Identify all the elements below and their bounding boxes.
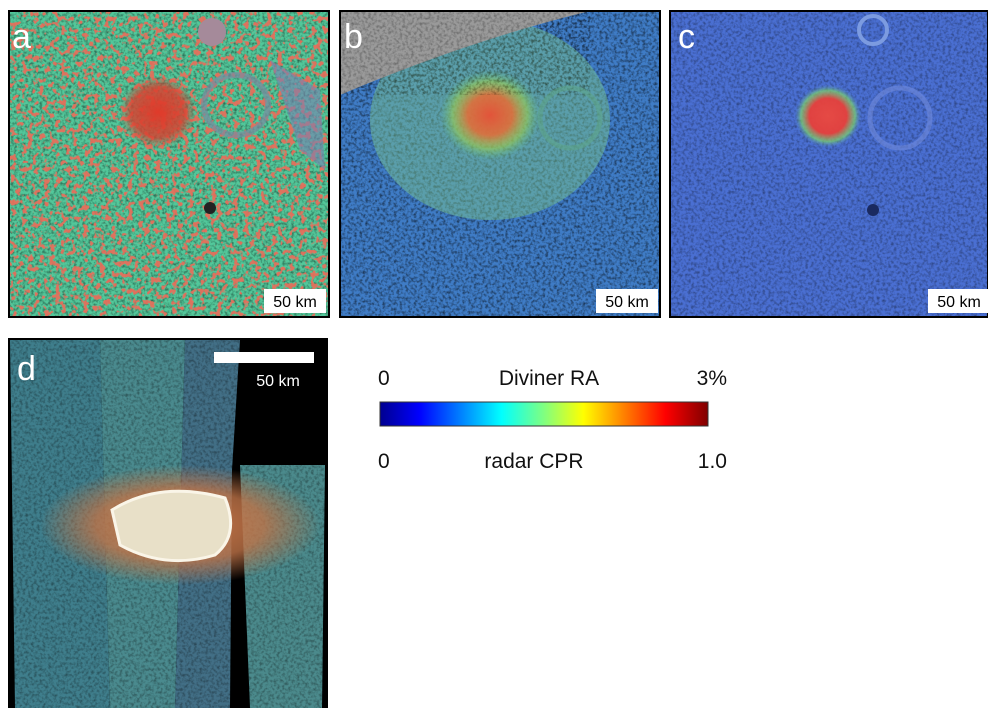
scale-label: 50 km — [273, 294, 317, 311]
scale-label: 50 km — [605, 294, 649, 311]
panel-label: a — [12, 18, 31, 56]
colorbar-max: 1.0 — [698, 450, 727, 473]
panel-label: c — [678, 18, 695, 56]
scale-label: 50 km — [937, 294, 981, 311]
colorbar-min: 0 — [378, 367, 390, 390]
colorbar-title: radar CPR — [484, 450, 583, 473]
panel-label: b — [344, 18, 363, 56]
colorbar-title: Diviner RA — [499, 367, 599, 390]
panel-a — [9, 11, 329, 317]
panel-label: d — [17, 350, 36, 388]
colorbar — [380, 402, 708, 426]
panel-d — [8, 338, 328, 708]
colorbar-min: 0 — [378, 450, 390, 473]
scale-bar — [214, 352, 314, 363]
colorbar-max: 3% — [697, 367, 727, 390]
scale-label: 50 km — [256, 373, 300, 390]
figure: a b c d 50 km 50 km 50 km 50 km 0 Divine… — [0, 0, 988, 708]
panel-c — [670, 11, 988, 317]
panel-b — [340, 11, 660, 317]
